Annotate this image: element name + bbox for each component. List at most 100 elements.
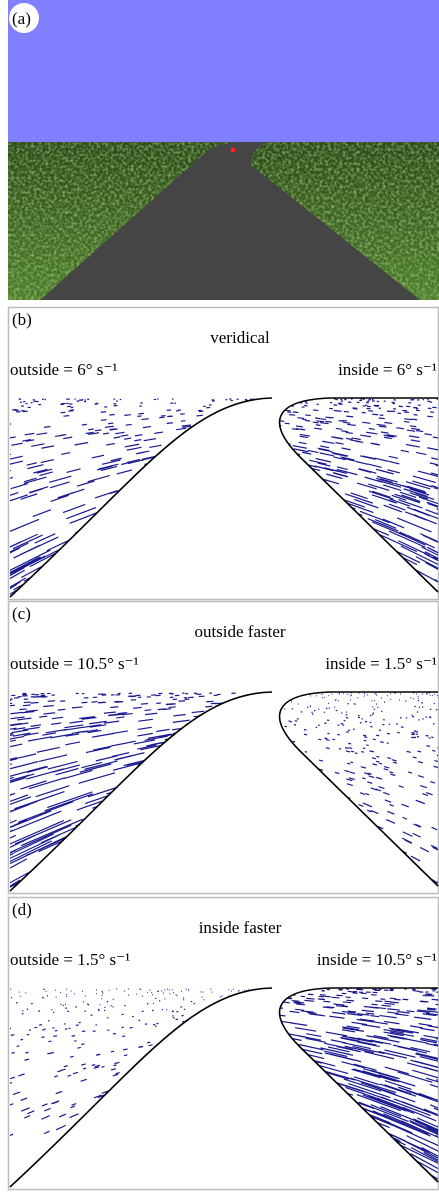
flow-line bbox=[295, 568, 320, 582]
flow-line bbox=[320, 534, 359, 552]
flow-line bbox=[362, 778, 365, 779]
flow-line bbox=[207, 533, 227, 542]
flow-line bbox=[213, 527, 233, 536]
flow-line bbox=[211, 757, 233, 762]
flow-line bbox=[256, 712, 263, 713]
flow-line bbox=[407, 1011, 415, 1012]
flow-line bbox=[347, 784, 353, 786]
flow-line bbox=[150, 556, 181, 572]
flow-line bbox=[306, 802, 312, 804]
flow-line bbox=[387, 811, 394, 814]
flow-line bbox=[277, 1069, 301, 1076]
flow-line bbox=[380, 1016, 397, 1018]
flow-line bbox=[62, 1171, 74, 1178]
flow-line bbox=[11, 443, 22, 445]
flow-line bbox=[165, 1064, 168, 1065]
flow-line bbox=[5, 761, 38, 769]
flow-line bbox=[313, 561, 356, 584]
flow-line bbox=[389, 456, 398, 458]
flow-line bbox=[215, 1051, 218, 1052]
flow-line bbox=[290, 1151, 356, 1187]
flow-line bbox=[278, 842, 286, 846]
flow-line bbox=[21, 1108, 29, 1111]
flow-line bbox=[77, 481, 94, 486]
flow-line bbox=[422, 794, 428, 796]
flow-line bbox=[37, 747, 60, 752]
flow-line bbox=[385, 800, 391, 802]
flow-line bbox=[306, 998, 314, 999]
flow-line bbox=[363, 735, 366, 736]
flow-line bbox=[23, 549, 60, 568]
flow-line bbox=[352, 570, 391, 592]
flow-line bbox=[10, 456, 23, 459]
flow-line bbox=[346, 566, 376, 583]
flow-line bbox=[189, 559, 234, 583]
flow-line bbox=[142, 479, 162, 485]
flow-line bbox=[376, 761, 379, 762]
flow-line bbox=[223, 1049, 227, 1050]
flow-line bbox=[316, 425, 321, 426]
flow-line bbox=[328, 1158, 379, 1187]
flow-line bbox=[266, 413, 272, 414]
flow-line bbox=[309, 509, 334, 518]
flow-line bbox=[362, 422, 370, 423]
flow-line bbox=[147, 766, 169, 772]
flow-line bbox=[272, 1014, 285, 1016]
flow-line bbox=[222, 444, 236, 447]
flow-line bbox=[373, 874, 382, 879]
flow-line bbox=[201, 788, 249, 804]
flow-line bbox=[123, 1049, 127, 1050]
flow-line bbox=[241, 488, 254, 492]
flow-line bbox=[167, 554, 192, 567]
flow-line bbox=[141, 851, 209, 887]
flow-line bbox=[222, 1151, 232, 1156]
flow-line bbox=[138, 733, 153, 736]
flow-line bbox=[135, 435, 142, 436]
flow-line bbox=[377, 424, 386, 425]
flow-line bbox=[104, 712, 116, 713]
flow-line bbox=[228, 1116, 234, 1119]
flow-line bbox=[153, 1135, 159, 1138]
flow-line bbox=[142, 419, 149, 420]
flow-line bbox=[85, 1159, 91, 1163]
flow-line bbox=[127, 577, 160, 596]
flow-line bbox=[363, 855, 373, 861]
flow-line bbox=[107, 801, 138, 813]
flow-line bbox=[111, 1126, 117, 1129]
outside-speed: outside = 10.5° s⁻¹ bbox=[10, 654, 139, 673]
flow-line bbox=[282, 865, 288, 868]
flow-line bbox=[414, 1181, 439, 1196]
flow-line bbox=[205, 421, 212, 422]
flow-line bbox=[325, 520, 357, 533]
flow-line bbox=[396, 428, 404, 429]
flow-line bbox=[11, 717, 25, 719]
panel-a: (a) bbox=[8, 0, 439, 300]
flow-line bbox=[292, 1001, 300, 1002]
flow-line bbox=[384, 437, 392, 438]
flow-line bbox=[320, 453, 334, 456]
flow-line bbox=[249, 740, 272, 744]
flow-line bbox=[326, 748, 330, 749]
flow-line bbox=[210, 1165, 220, 1171]
flow-line bbox=[204, 464, 216, 467]
flow-line bbox=[25, 1185, 35, 1192]
flow-line bbox=[300, 528, 322, 538]
flow-line bbox=[290, 560, 322, 577]
flow-line bbox=[209, 1067, 212, 1068]
flow-line bbox=[233, 712, 246, 713]
flow-line bbox=[6, 1104, 13, 1107]
panel-label: (a) bbox=[12, 9, 31, 28]
flow-line bbox=[206, 760, 231, 766]
flow-line bbox=[65, 742, 80, 745]
flow-line bbox=[265, 761, 268, 762]
flow-line bbox=[127, 560, 158, 577]
flow-line bbox=[228, 1096, 234, 1098]
flow-line bbox=[142, 552, 178, 570]
flow-line bbox=[223, 1165, 234, 1171]
flow-line bbox=[316, 421, 324, 422]
flow-line bbox=[413, 757, 417, 758]
flow-line bbox=[256, 428, 265, 429]
flow-line bbox=[299, 1127, 361, 1156]
flow-line bbox=[218, 1119, 226, 1122]
flow-line bbox=[257, 459, 268, 461]
